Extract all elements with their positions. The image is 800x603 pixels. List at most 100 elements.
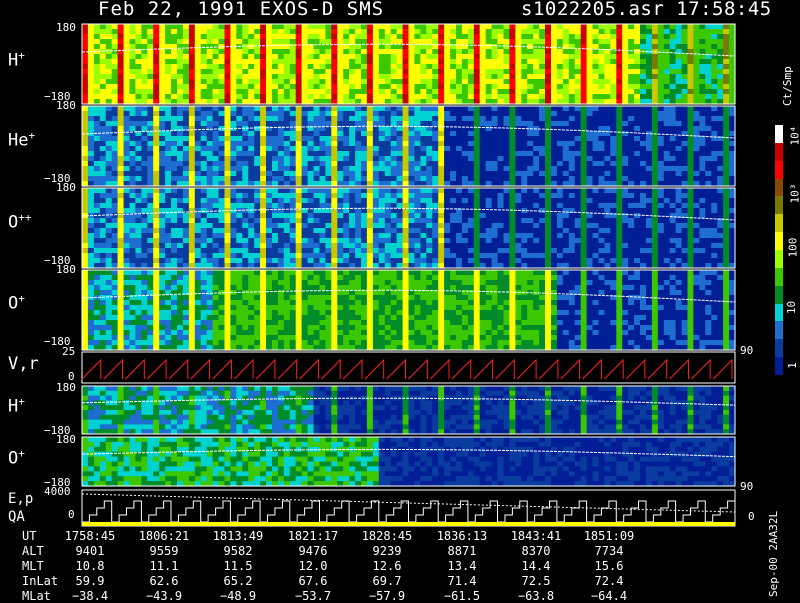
spectrogram-cell — [426, 49, 433, 55]
spectrogram-cell — [414, 208, 421, 214]
spectrogram-cell — [355, 44, 362, 50]
spectrogram-cell — [539, 248, 546, 254]
spectrogram-cell — [640, 176, 647, 182]
spectrogram-cell — [349, 111, 356, 117]
spectrogram-cell — [117, 218, 125, 224]
spectrogram-cell — [372, 34, 380, 40]
spectrogram-cell — [426, 253, 433, 259]
spectrogram-cell — [272, 64, 279, 70]
spectrogram-cell — [123, 161, 131, 167]
spectrogram-cell — [111, 203, 119, 209]
spectrogram-cell — [657, 116, 665, 122]
spectrogram-cell — [242, 69, 249, 75]
spectrogram-cell — [283, 106, 291, 112]
spectrogram-cell — [580, 156, 588, 162]
spectrogram-cell — [200, 193, 208, 199]
spectrogram-cell — [325, 59, 332, 65]
spectrogram-cell — [509, 156, 516, 162]
spectrogram-cell — [260, 228, 267, 234]
spectrogram-cell — [82, 146, 89, 152]
spectrogram-cell — [509, 126, 516, 132]
spectrogram-cell — [592, 166, 599, 172]
spectrogram-cell — [598, 74, 605, 80]
spectrogram-cell — [586, 213, 594, 219]
spectrogram-cell — [461, 258, 469, 264]
spectrogram-cell — [277, 44, 285, 50]
spectrogram-cell — [556, 248, 564, 254]
spectrogram-cell — [681, 54, 689, 60]
spectrogram-cell — [533, 176, 540, 182]
spectrogram-cell — [159, 228, 166, 234]
spectrogram-cell — [426, 44, 433, 50]
spectrogram-cell — [129, 188, 136, 194]
spectrogram-cell — [248, 34, 255, 40]
spectrogram-cell — [337, 146, 344, 152]
spectrogram-cell — [289, 24, 297, 30]
spectrogram-cell — [533, 166, 540, 172]
spectrogram-cell — [503, 156, 510, 162]
spectrogram-cell — [147, 84, 154, 90]
spectrogram-cell — [135, 228, 142, 234]
spectrogram-cell — [153, 213, 160, 219]
spectrogram-cell — [153, 136, 160, 142]
spectrogram-cell — [337, 34, 344, 40]
spectrogram-cell — [349, 258, 356, 264]
spectrogram-cell — [236, 258, 243, 264]
spectrogram-cell — [319, 258, 326, 264]
spectrogram-cell — [99, 198, 107, 204]
spectrogram-cell — [171, 131, 178, 137]
spectrogram-cell — [349, 156, 356, 162]
spectrogram-cell — [515, 146, 522, 152]
spectrogram-cell — [177, 193, 184, 199]
spectrogram-cell — [616, 79, 623, 85]
spectrogram-cell — [539, 121, 546, 127]
spectrogram-cell — [372, 171, 380, 177]
spectrogram-cell — [562, 228, 570, 234]
spectrogram-cell — [551, 131, 558, 137]
spectrogram-cell — [598, 218, 605, 224]
spectrogram-cell — [159, 29, 166, 35]
spectrogram-cell — [574, 156, 582, 162]
spectrogram-cell — [117, 166, 125, 172]
spectrogram-cell — [260, 176, 267, 182]
spectrogram-cell — [687, 121, 694, 127]
spectrogram-cell — [171, 198, 178, 204]
spectrogram-cell — [479, 208, 487, 214]
spectrogram-cell — [123, 141, 131, 147]
spectrogram-cell — [699, 161, 706, 167]
spectrogram-cell — [331, 24, 338, 30]
spectrogram-cell — [165, 156, 172, 162]
spectrogram-cell — [681, 79, 689, 85]
spectrogram-cell — [277, 193, 285, 199]
spectrogram-cell — [663, 146, 671, 152]
spectrogram-cell — [93, 253, 101, 259]
spectrogram-cell — [384, 54, 392, 60]
spectrogram-cell — [396, 228, 404, 234]
spectrogram-cell — [123, 74, 131, 80]
spectrogram-cell — [87, 29, 95, 35]
spectrogram-cell — [456, 218, 463, 224]
spectrogram-cell — [188, 39, 196, 45]
spectrogram-cell — [366, 29, 374, 35]
spectrogram-cell — [295, 131, 303, 137]
spectrogram-cell — [372, 84, 380, 90]
spectrogram-cell — [646, 69, 653, 75]
spectrogram-cell — [586, 166, 594, 172]
spectrogram-cell — [117, 141, 125, 147]
spectrogram-cell — [663, 106, 671, 112]
spectrogram-cell — [254, 218, 261, 224]
spectrogram-cell — [444, 29, 451, 35]
spectrogram-cell — [206, 29, 214, 35]
spectrogram-cell — [491, 228, 499, 234]
spectrogram-cell — [331, 193, 338, 199]
spectrogram-cell — [580, 198, 588, 204]
spectrogram-cell — [551, 193, 558, 199]
spectrogram-cell — [450, 233, 457, 239]
spectrogram-cell — [123, 181, 131, 187]
spectrogram-cell — [426, 136, 433, 142]
spectrogram-cell — [366, 79, 374, 85]
spectrogram-cell — [473, 131, 481, 137]
spectrogram-cell — [366, 228, 374, 234]
spectrogram-cell — [212, 218, 220, 224]
spectrogram-cell — [545, 29, 552, 35]
